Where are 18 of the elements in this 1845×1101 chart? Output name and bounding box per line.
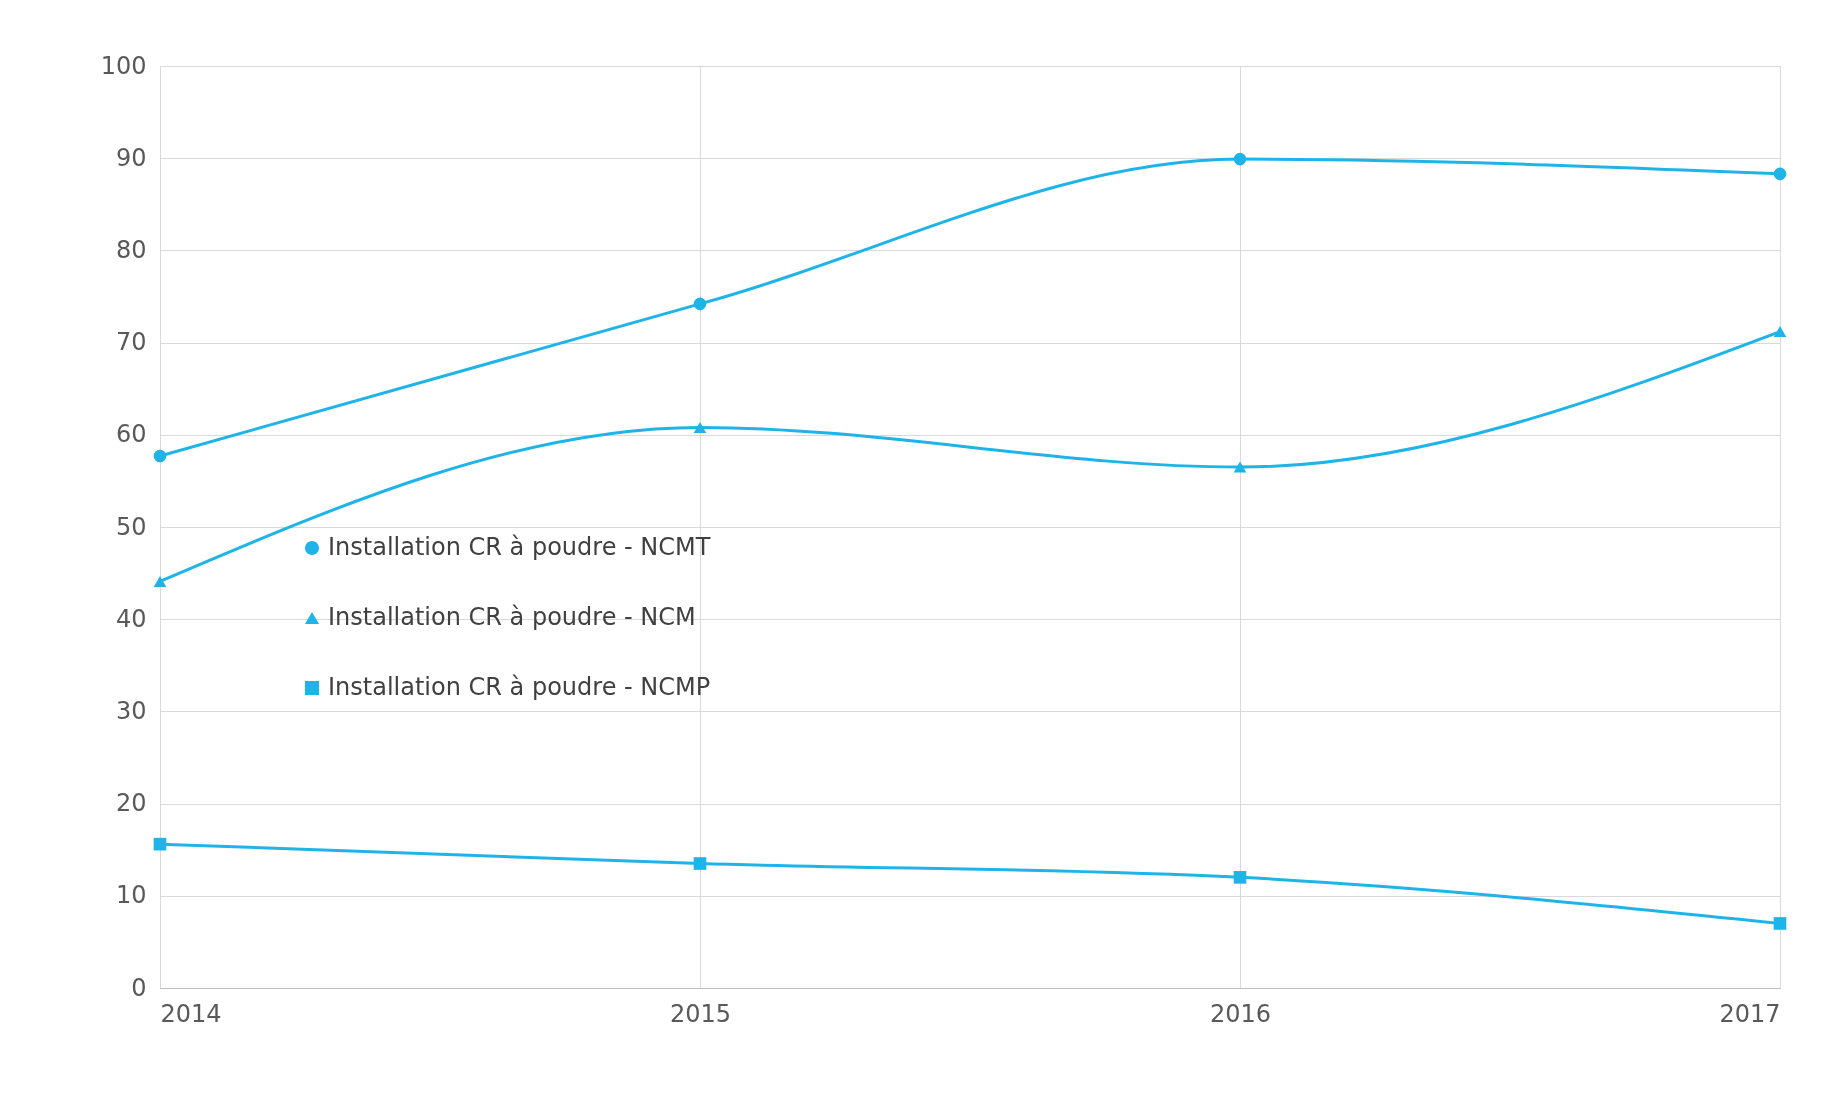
y-tick-label: 60 [115, 420, 147, 449]
y-tick-label: 90 [115, 143, 147, 172]
y-tick-label: 100 [100, 51, 147, 80]
y-tick-label: 80 [115, 235, 147, 264]
x-tick-label: 2015 [669, 999, 732, 1028]
x-tick-label: 2016 [1209, 999, 1272, 1028]
legend-label: Installation CR à poudre - NCM [328, 603, 696, 631]
y-tick-label: 10 [115, 881, 147, 910]
y-tick-label: 70 [115, 328, 147, 357]
legend-label: Installation CR à poudre - NCMP [328, 673, 711, 701]
y-tick-label: 30 [115, 696, 147, 725]
y-tick-label: 20 [115, 789, 147, 818]
legend-label: Installation CR à poudre - NCMT [328, 533, 711, 561]
x-tick-label: 2014 [160, 999, 222, 1028]
y-tick-label: 50 [115, 512, 147, 541]
y-tick-label: 40 [115, 604, 147, 633]
x-tick-label: 2017 [1719, 999, 1781, 1028]
y-tick-label: 0 [131, 973, 147, 1002]
